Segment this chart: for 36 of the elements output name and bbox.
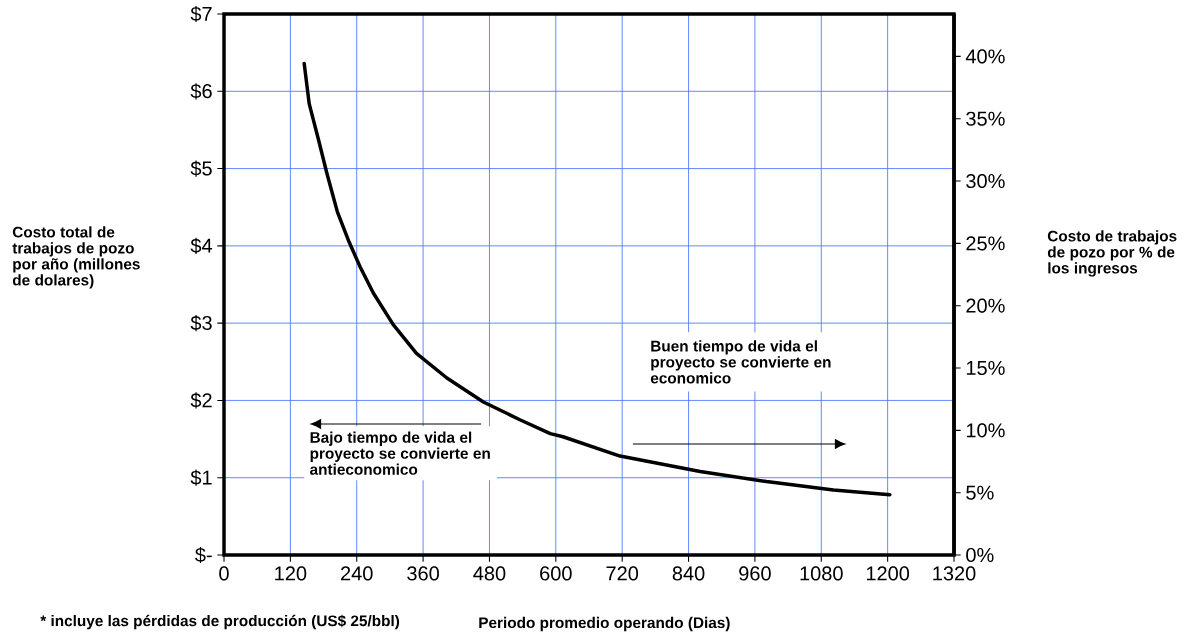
y-tick-label: $1 [190,469,212,486]
x-tick-label: 840 [672,566,705,581]
y-tick-label: $5 [190,160,212,177]
y2-tick-label: 30% [966,173,1005,189]
line-series [302,61,892,497]
y2-tick-label: 15% [966,361,1005,376]
y2-tick-label: 40% [965,49,1005,64]
y2-tick-label: 0% [966,547,994,563]
y2-tick-label: 10% [966,423,1005,438]
y-tick-label: $4 [190,237,213,254]
x-tick-label: 720 [606,566,639,581]
y2-tick-label: 20% [966,298,1005,313]
x-tick-label: 600 [540,566,572,581]
x-tick-label: 1320 [933,566,976,581]
y2-tick-label: 35% [966,111,1005,126]
x-tick-label: 0 [219,566,229,581]
x-tick-label: 120 [275,566,307,581]
y-tick-label: $- [195,546,212,564]
x-axis-title: Periodo promedio operando (Dias) [479,616,730,632]
y2-tick-label: 5% [966,485,994,500]
y-axis-title: Costo total de trabajos de pozo por año (millones de dolares) [12,226,140,289]
x-tick-label: 960 [739,566,771,581]
x-tick-label: 1200 [866,566,910,581]
annotation: Buen tiempo de vida el proyecto se convierte en economico [650,340,831,384]
x-tick-label: 240 [341,566,373,581]
x-tick-label: 1080 [800,566,843,581]
text: * incluye las pérdidas de producción (US$ 25/bbl) [40,614,400,630]
y-tick-label: $3 [190,315,212,332]
y2-tick-label: 25% [966,236,1005,251]
y-tick-label: $6 [190,83,212,100]
y-tick-label: $7 [190,5,212,23]
annotation: Bajo tiempo de vida el proyecto se convierte en antieconomico [310,431,490,475]
y-tick-label: $2 [190,392,212,409]
x-tick-label: 480 [473,566,506,581]
x-tick-label: 360 [407,566,439,581]
y2-axis-title: Costo de trabajos de pozo por % de los ingresos [1047,230,1177,277]
